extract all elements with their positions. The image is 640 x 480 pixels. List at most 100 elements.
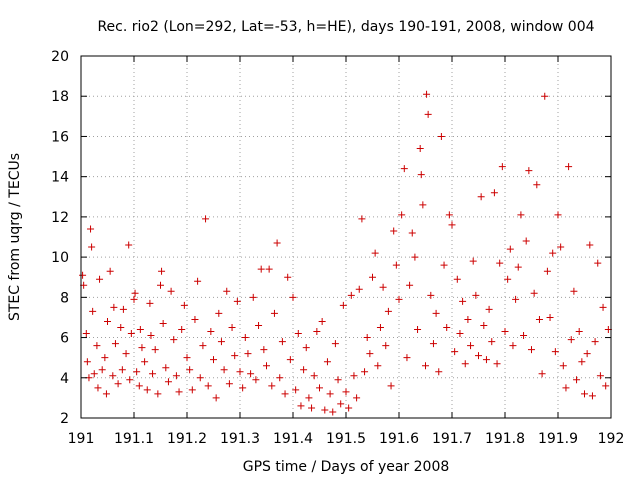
data-point (331, 340, 339, 348)
data-point (87, 225, 95, 233)
data-point (506, 245, 514, 253)
data-point (347, 291, 355, 299)
x-tick-label: 191.2 (167, 431, 207, 447)
data-point (517, 211, 525, 219)
data-point (350, 372, 358, 380)
data-point (541, 92, 549, 100)
data-point (448, 221, 456, 229)
data-point (417, 171, 425, 179)
data-point (496, 259, 504, 267)
data-point (276, 374, 284, 382)
data-point (196, 374, 204, 382)
data-point (241, 334, 249, 342)
data-point (220, 366, 228, 374)
data-point (501, 328, 509, 336)
y-axis-label: STEC from uqrg / TECUs (7, 153, 23, 321)
data-point (477, 193, 485, 201)
data-point (504, 275, 512, 283)
data-point (512, 295, 520, 303)
data-point (292, 386, 300, 394)
data-point (233, 297, 241, 305)
data-point (424, 110, 432, 118)
data-point (265, 265, 273, 273)
data-point (594, 259, 602, 267)
data-point (392, 261, 400, 269)
data-point (464, 315, 472, 323)
data-point (231, 352, 239, 360)
data-point (408, 229, 416, 237)
data-point (82, 330, 90, 338)
data-point (252, 376, 260, 384)
y-tick-label: 20 (51, 49, 69, 65)
data-point (225, 380, 233, 388)
data-point (528, 346, 535, 354)
data-point (469, 257, 477, 265)
data-point (514, 263, 522, 271)
data-point (437, 132, 445, 140)
data-point (170, 336, 178, 344)
data-point (194, 277, 202, 285)
data-point (586, 241, 594, 249)
data-point (88, 243, 96, 251)
data-point (149, 370, 157, 378)
data-point (257, 265, 265, 273)
data-point (159, 319, 167, 327)
data-point (202, 215, 210, 223)
data-point (461, 360, 469, 368)
data-point (390, 227, 398, 235)
x-tick-label: 191.7 (432, 431, 472, 447)
axis-ticks (80, 55, 612, 419)
data-point (102, 390, 110, 398)
data-point (387, 382, 395, 390)
data-point (141, 358, 149, 366)
data-point (429, 340, 437, 348)
x-tick-label: 191.3 (220, 431, 260, 447)
data-point (289, 293, 297, 301)
data-point (109, 372, 117, 380)
data-point (443, 324, 451, 331)
data-point (451, 348, 459, 356)
data-point (546, 313, 554, 321)
data-point (167, 287, 175, 295)
data-point (374, 362, 382, 370)
data-point (522, 237, 530, 245)
data-point (136, 326, 144, 334)
data-point (551, 348, 559, 356)
data-point (281, 390, 289, 398)
y-tick-label: 8 (60, 290, 69, 306)
data-point (498, 163, 506, 171)
data-point (118, 366, 126, 374)
data-point (406, 281, 414, 289)
data-point (318, 317, 326, 325)
data-point (557, 243, 565, 251)
y-tick-label: 6 (60, 331, 69, 347)
data-point (111, 340, 119, 348)
data-point (131, 289, 139, 297)
data-point (151, 346, 159, 354)
y-tick-label: 18 (51, 89, 69, 105)
data-point (94, 384, 102, 392)
data-point (98, 366, 106, 374)
data-point (596, 372, 604, 380)
data-point (294, 330, 302, 338)
x-tick-label: 192 (598, 431, 625, 447)
data-point (106, 267, 114, 275)
data-point (588, 392, 596, 400)
data-point (270, 309, 278, 317)
data-point (125, 241, 133, 249)
data-point (119, 305, 127, 313)
data-point (89, 307, 97, 315)
data-point (472, 291, 480, 299)
data-point (570, 287, 578, 295)
data-point (247, 370, 255, 378)
data-point (432, 309, 440, 317)
y-tick-label: 4 (60, 371, 69, 387)
data-point (127, 330, 135, 338)
data-point (599, 303, 607, 311)
x-axis-label: GPS time / Days of year 2008 (243, 459, 450, 475)
data-point (101, 354, 109, 362)
data-point (400, 165, 408, 173)
data-point (305, 394, 313, 402)
data-point (147, 332, 155, 340)
